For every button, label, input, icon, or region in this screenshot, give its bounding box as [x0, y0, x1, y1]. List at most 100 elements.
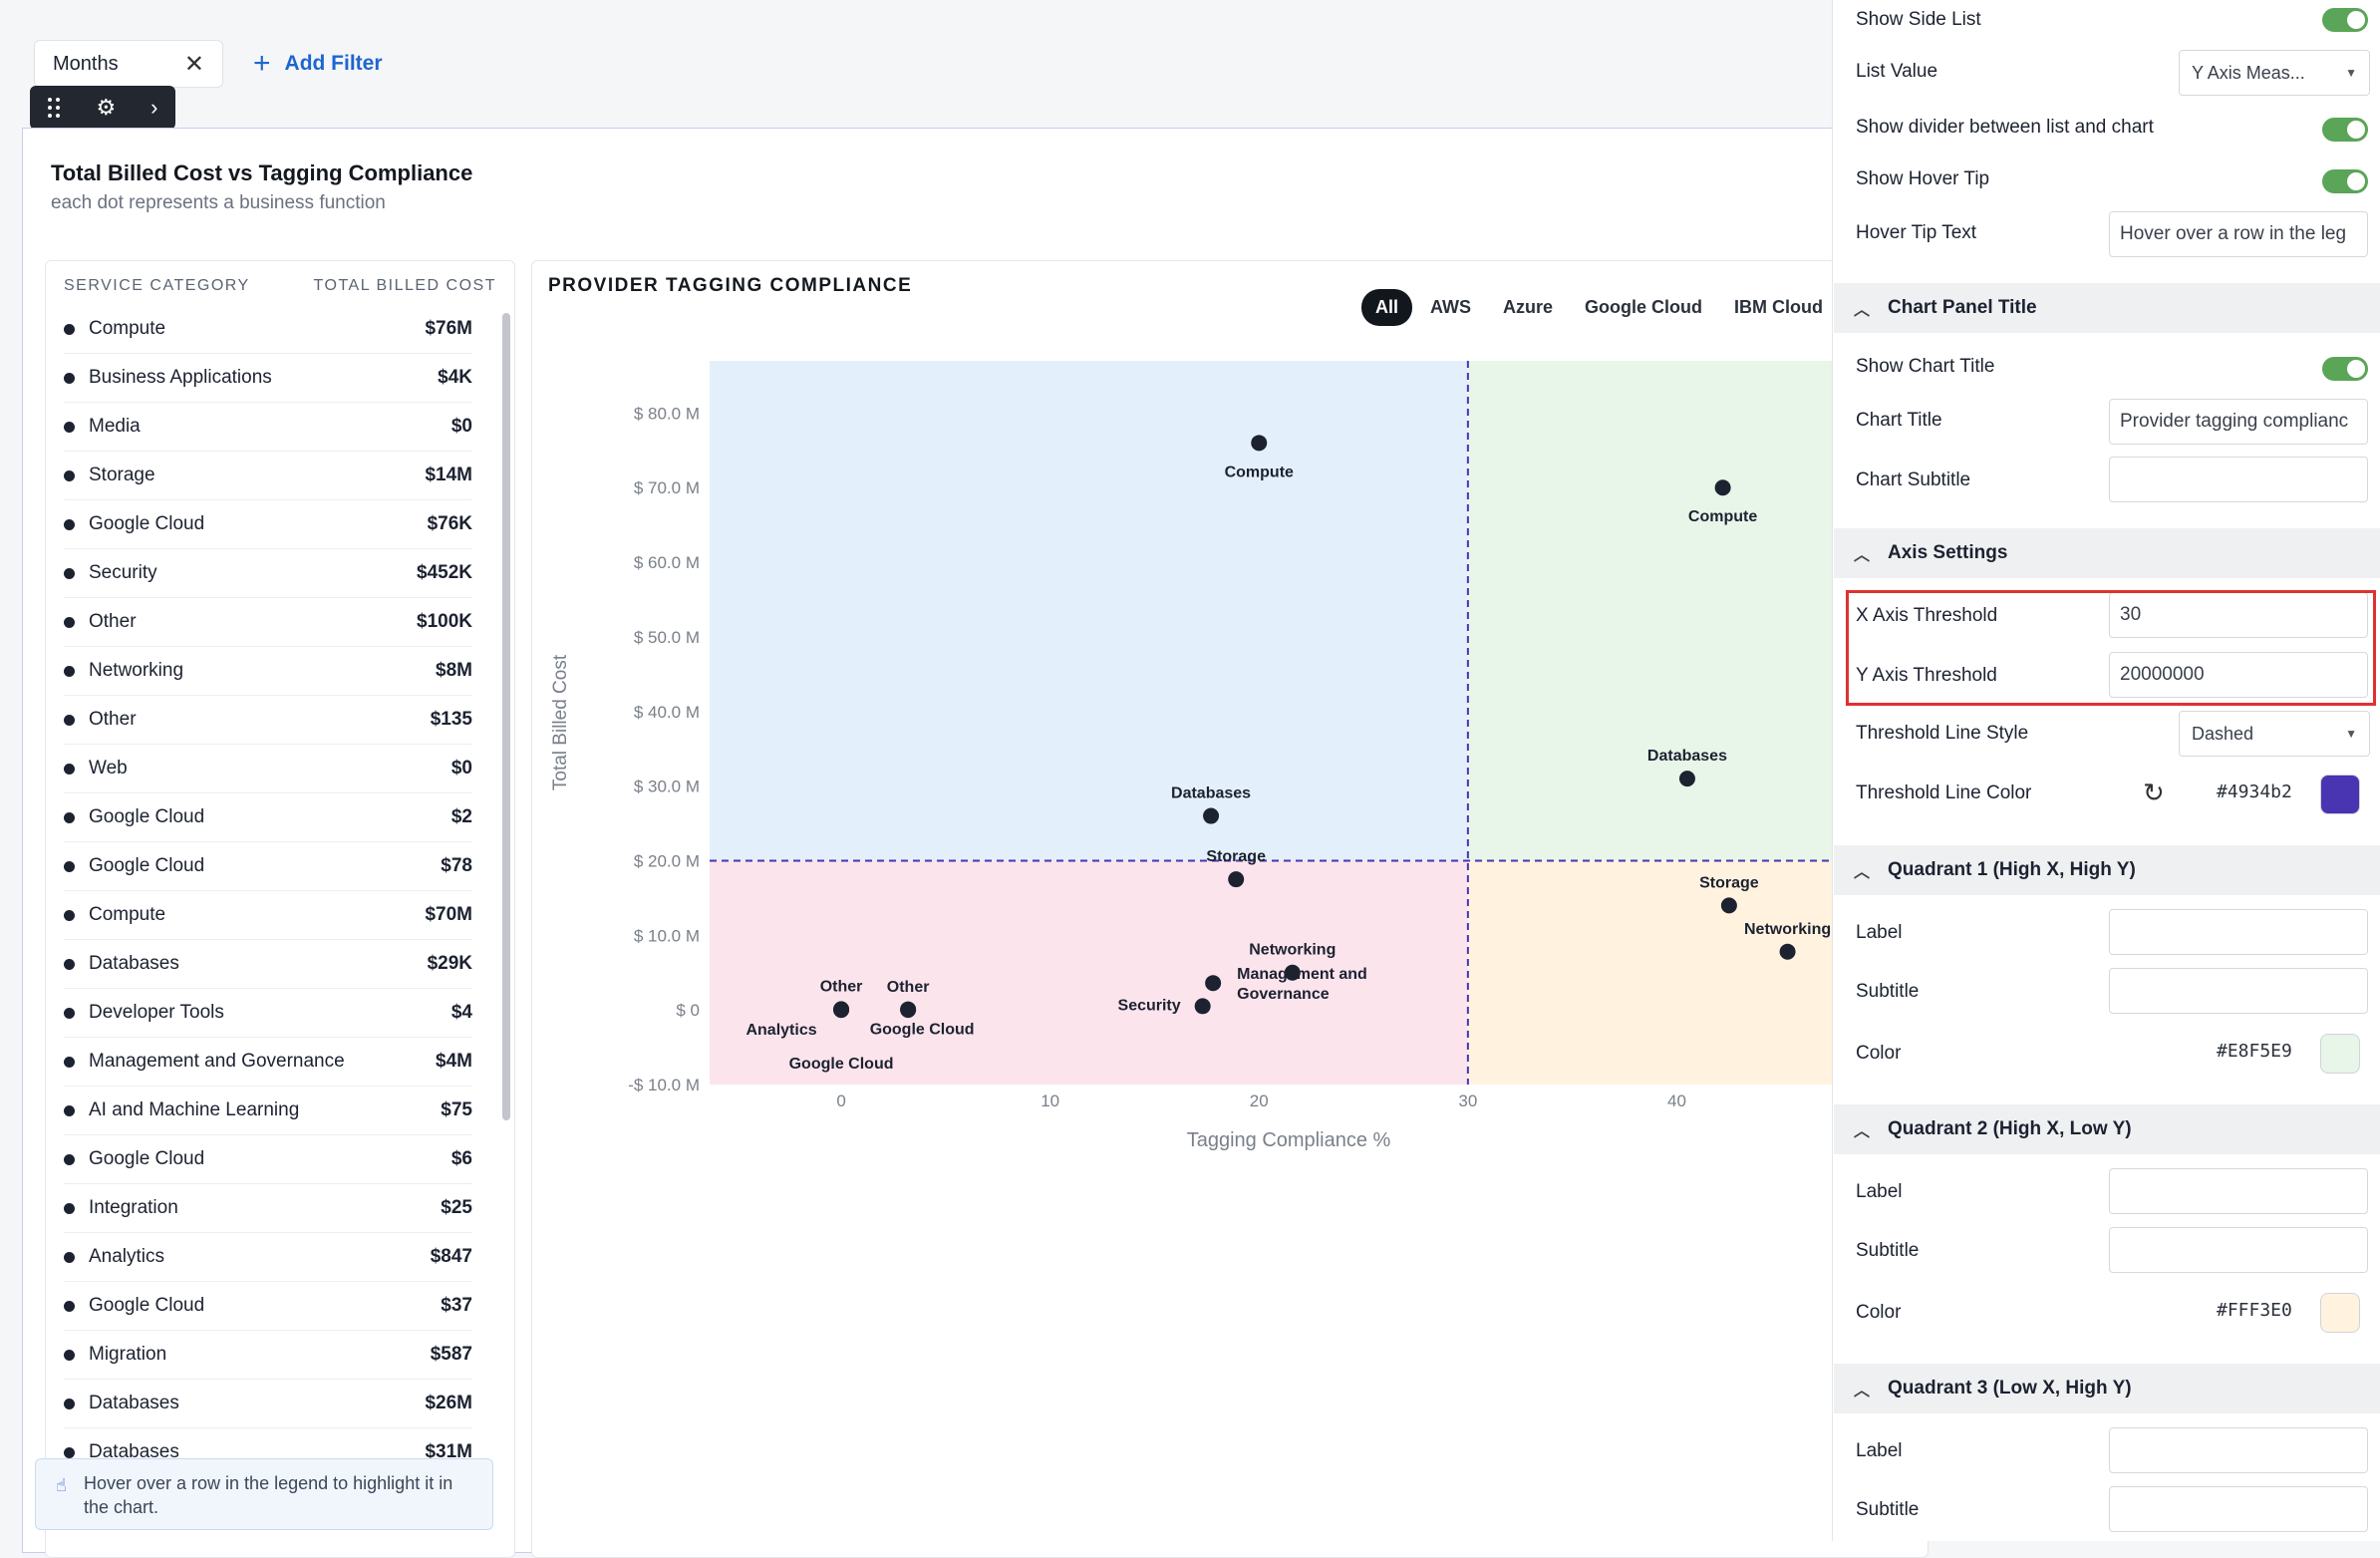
- q1-subtitle-input[interactable]: [2109, 968, 2368, 1014]
- legend-dot: [64, 616, 75, 628]
- show-chart-title-toggle[interactable]: [2322, 357, 2368, 381]
- chevron-up-icon: ︿: [1854, 1383, 1871, 1400]
- legend-dot: [64, 763, 75, 775]
- axis-settings-section[interactable]: ︿ Axis Settings: [1834, 528, 2380, 578]
- show-divider-toggle[interactable]: [2322, 118, 2368, 142]
- q3-subtitle-input[interactable]: [2109, 1486, 2368, 1532]
- hover-tip-text-row: Hover Tip Text: [1856, 213, 2368, 253]
- legend-row[interactable]: Security $452K: [64, 549, 472, 598]
- provider-tab[interactable]: All: [1361, 289, 1413, 326]
- legend-row[interactable]: Google Cloud $6: [64, 1135, 472, 1184]
- show-side-list-toggle[interactable]: [2322, 8, 2368, 32]
- hand-pointer-icon: ☝: [56, 1475, 67, 1495]
- q1-label-input[interactable]: [2109, 909, 2368, 955]
- show-hover-tip-toggle[interactable]: [2322, 169, 2368, 193]
- legend-row[interactable]: Compute $70M: [64, 891, 472, 940]
- data-point-label: Google Cloud: [870, 1022, 975, 1039]
- legend-item-value: $4: [450, 1002, 472, 1023]
- hover-tip-text-input[interactable]: Hover over a row in the leg: [2109, 211, 2368, 257]
- q2-color-swatch[interactable]: [2320, 1293, 2360, 1333]
- legend-item-label: Compute: [89, 318, 166, 339]
- add-filter-button[interactable]: + Add Filter: [253, 47, 383, 80]
- legend-dot: [64, 811, 75, 823]
- legend-dot: [64, 1007, 75, 1019]
- chevron-right-icon[interactable]: ›: [150, 95, 158, 120]
- y-tick-label: $ 10.0 M: [634, 926, 700, 945]
- quadrant2-section[interactable]: ︿ Quadrant 2 (High X, Low Y): [1834, 1104, 2380, 1154]
- chevron-up-icon: ︿: [1854, 547, 1871, 564]
- legend-row[interactable]: Databases $26M: [64, 1380, 472, 1428]
- legend-row[interactable]: Google Cloud $78: [64, 842, 472, 891]
- section-label: Quadrant 2 (High X, Low Y): [1888, 1118, 2132, 1139]
- provider-tab[interactable]: Azure: [1503, 297, 1554, 317]
- chart-subtitle-input[interactable]: [2109, 457, 2368, 502]
- legend-row[interactable]: Compute $76M: [64, 305, 472, 354]
- hover-hint-text: Hover over a row in the legend to highli…: [84, 1473, 453, 1517]
- reset-icon[interactable]: ↻: [2143, 778, 2165, 807]
- legend-row[interactable]: Integration $25: [64, 1184, 472, 1233]
- legend-item-name: Networking: [64, 660, 183, 682]
- legend-item-value: $135: [430, 709, 472, 730]
- show-side-list-row: Show Side List: [1856, 0, 2368, 40]
- data-point: [1205, 975, 1222, 992]
- quadrant3-section[interactable]: ︿ Quadrant 3 (Low X, High Y): [1834, 1364, 2380, 1413]
- legend-row[interactable]: Google Cloud $2: [64, 793, 472, 842]
- q1-color-swatch[interactable]: [2320, 1034, 2360, 1074]
- legend-row[interactable]: Web $0: [64, 745, 472, 793]
- y-tick-label: -$ 10.0 M: [628, 1076, 700, 1094]
- q2-subtitle-label: Subtitle: [1856, 1240, 1920, 1261]
- legend-row[interactable]: Google Cloud $76K: [64, 500, 472, 549]
- quadrant1-section[interactable]: ︿ Quadrant 1 (High X, High Y): [1834, 845, 2380, 895]
- threshold-style-label: Threshold Line Style: [1856, 723, 2029, 744]
- legend-item-label: Migration: [89, 1344, 167, 1365]
- legend-row[interactable]: Business Applications $4K: [64, 354, 472, 403]
- data-point: [1228, 871, 1245, 888]
- plus-icon: +: [253, 47, 271, 80]
- q2-label-row: Label: [1856, 1172, 2368, 1212]
- provider-tab[interactable]: IBM Cloud: [1734, 297, 1824, 317]
- q2-subtitle-input[interactable]: [2109, 1227, 2368, 1273]
- hover-hint: ☝ Hover over a row in the legend to high…: [35, 1458, 493, 1530]
- q2-label-input[interactable]: [2109, 1168, 2368, 1214]
- provider-tab[interactable]: Google Cloud: [1585, 297, 1703, 317]
- legend-item-label: Google Cloud: [89, 513, 205, 534]
- gear-icon[interactable]: ⚙: [96, 95, 117, 120]
- legend-item-label: Compute: [89, 904, 166, 925]
- list-value-select[interactable]: Y Axis Meas... ▼: [2179, 50, 2370, 96]
- legend-row[interactable]: Analytics $847: [64, 1233, 472, 1282]
- chart-title-input[interactable]: Provider tagging complianc: [2109, 399, 2368, 445]
- close-icon[interactable]: ✕: [183, 50, 204, 78]
- legend-row[interactable]: AI and Machine Learning $75: [64, 1087, 472, 1135]
- y-tick-label: $ 0: [676, 1001, 700, 1020]
- legend-row[interactable]: Storage $14M: [64, 452, 472, 500]
- legend-row[interactable]: Other $100K: [64, 598, 472, 647]
- legend-row[interactable]: Media $0: [64, 403, 472, 452]
- legend-row[interactable]: Networking $8M: [64, 647, 472, 696]
- y-threshold-input[interactable]: 20000000: [2109, 652, 2368, 698]
- legend-dot: [64, 323, 75, 335]
- show-hover-tip-row: Show Hover Tip: [1856, 159, 2368, 199]
- threshold-color-swatch[interactable]: [2320, 775, 2360, 814]
- hover-tip-text-label: Hover Tip Text: [1856, 222, 1977, 243]
- legend-row[interactable]: Google Cloud $37: [64, 1282, 472, 1331]
- legend-list: Compute $76M Business Applications $4K Media…: [64, 305, 472, 1477]
- chart-panel-title-section[interactable]: ︿ Chart Panel Title: [1834, 283, 2380, 333]
- threshold-style-select[interactable]: Dashed ▼: [2179, 711, 2370, 757]
- legend-dot: [64, 909, 75, 921]
- legend-row[interactable]: Management and Governance $4M: [64, 1038, 472, 1087]
- data-point: [1720, 897, 1737, 914]
- add-filter-label: Add Filter: [284, 52, 383, 75]
- months-filter-chip[interactable]: Months ✕: [34, 40, 223, 88]
- drag-handle-icon[interactable]: [47, 97, 61, 119]
- provider-tab[interactable]: AWS: [1430, 297, 1472, 317]
- legend-row[interactable]: Migration $587: [64, 1331, 472, 1380]
- legend-dot: [64, 1153, 75, 1165]
- legend-row[interactable]: Other $135: [64, 696, 472, 745]
- legend-row[interactable]: Developer Tools $4: [64, 989, 472, 1038]
- legend-row[interactable]: Databases $29K: [64, 940, 472, 989]
- card-subtitle: each dot represents a business function: [51, 192, 386, 213]
- legend-item-value: $4M: [436, 1051, 472, 1072]
- legend-scrollbar[interactable]: [502, 313, 510, 1120]
- q3-label-input[interactable]: [2109, 1427, 2368, 1473]
- legend-item-label: Databases: [89, 1441, 179, 1462]
